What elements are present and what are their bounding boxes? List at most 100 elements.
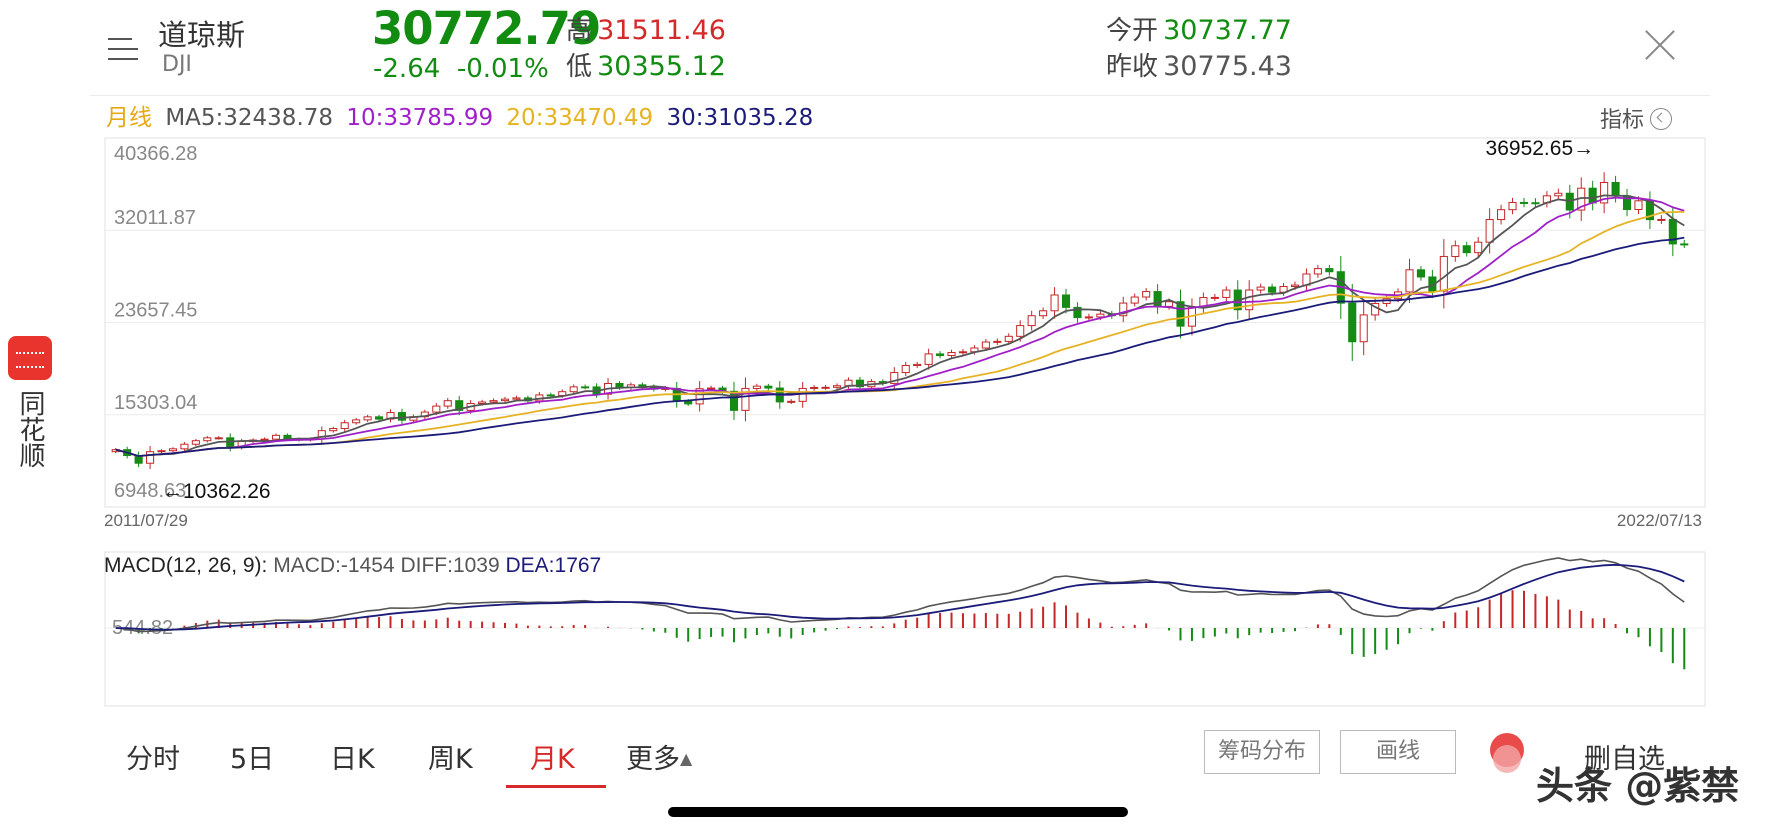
tab-5day[interactable]: 5日	[230, 744, 275, 775]
candle-up	[1451, 245, 1460, 257]
candle-down	[684, 400, 693, 405]
candle-up	[1210, 296, 1219, 299]
kline-chart[interactable]: 40366.28 32011.87 23657.45 15303.04 6948.63 2…	[0, 0, 1792, 720]
candle-up	[1634, 200, 1643, 210]
candle-up	[329, 428, 338, 432]
x-end-label: 2022/07/13	[1617, 511, 1702, 530]
candle-down	[546, 394, 555, 397]
tab-daily-k[interactable]: 日K	[330, 744, 375, 775]
macd-legend-part: MACD:-1454	[273, 554, 400, 577]
candle-down	[729, 390, 739, 411]
candle-up	[168, 448, 178, 452]
candle-up	[924, 353, 933, 365]
candle-up	[787, 400, 796, 403]
high-label: 高	[566, 16, 593, 46]
low-value: 30355.12	[597, 51, 726, 82]
indicator-button[interactable]: 指标	[1600, 102, 1673, 134]
open-value: 30737.77	[1163, 15, 1292, 46]
candle-up	[1256, 286, 1265, 291]
candle-up	[1508, 201, 1517, 211]
tab-weekly-k[interactable]: 周K	[428, 744, 473, 775]
tab-monthly-k[interactable]: 月K	[530, 744, 575, 775]
candle-up	[1165, 301, 1174, 307]
dea-line	[115, 563, 1685, 631]
ma10-line	[115, 196, 1685, 458]
candle-down	[1176, 301, 1185, 327]
candle-down	[455, 400, 464, 411]
candle-up	[1600, 181, 1609, 204]
toggle-icon[interactable]	[1490, 733, 1524, 775]
ma10-label: 10:33785.99	[346, 105, 494, 131]
candle-up	[1130, 296, 1139, 304]
candle-up	[981, 341, 990, 349]
app-logo-icon[interactable]	[8, 336, 52, 380]
candle-up	[146, 451, 155, 464]
low-label: 低	[566, 52, 593, 82]
candle-up	[432, 405, 441, 413]
tab-more[interactable]: 更多▲	[626, 737, 692, 776]
draw-line-button[interactable]: 画线	[1340, 730, 1456, 774]
candle-up	[214, 437, 223, 440]
candle-up	[1359, 314, 1368, 343]
candle-down	[1462, 245, 1471, 254]
candle-up	[958, 351, 968, 354]
open-row: 今开 30737.77	[1106, 10, 1292, 47]
candle-up	[890, 372, 899, 384]
quote-header: 道琼斯 DJI 30772.79 -2.64 -0.01% 高 31511.46…	[90, 0, 1710, 96]
candle-down	[855, 379, 864, 388]
candle-down	[1325, 268, 1334, 273]
candle-up	[443, 400, 452, 407]
prev-close-row: 昨收 30775.43	[1106, 46, 1292, 83]
candle-down	[1061, 294, 1071, 308]
candle-down	[764, 385, 773, 389]
high-row: 高 31511.46	[566, 10, 726, 47]
change-value: -2.64	[373, 54, 441, 84]
macd-legend-part: MACD(12, 26, 9):	[104, 554, 273, 577]
y-tick-label: 6948.63	[114, 480, 186, 502]
y-tick-label: 40366.28	[114, 143, 197, 165]
home-indicator	[668, 807, 1128, 817]
last-price: 30772.79	[372, 2, 601, 55]
candle-up	[1084, 316, 1093, 319]
candle-up	[832, 385, 842, 388]
candle-up	[1497, 209, 1506, 221]
candle-down	[1519, 201, 1529, 204]
change-percent: -0.01%	[456, 54, 549, 84]
ma20-label: 20:33470.49	[506, 105, 654, 131]
ma5-label: MA5:32438.78	[165, 105, 334, 131]
tab-timeshare[interactable]: 分时	[126, 744, 180, 775]
candle-up	[271, 434, 281, 440]
candle-up	[901, 365, 910, 374]
candle-up	[707, 387, 716, 390]
candle-up	[340, 422, 349, 430]
indicator-label: 指标	[1600, 108, 1645, 133]
candle-up	[1039, 310, 1048, 317]
macd-legend-part: DEA:1767	[506, 554, 602, 577]
index-name: 道琼斯	[158, 18, 246, 52]
app-name: 同花顺	[15, 390, 45, 468]
candle-up	[500, 398, 510, 402]
candle-up	[489, 400, 498, 403]
price-change: -2.64 -0.01%	[373, 54, 549, 84]
price-chart-marks: 36952.65→ ←10362.26	[111, 137, 1689, 503]
prev-close-value: 30775.43	[1163, 51, 1292, 82]
period-label: 月线	[106, 105, 152, 131]
candle-up	[1050, 294, 1059, 312]
remove-favorite-button[interactable]: 删自选	[1584, 744, 1665, 775]
candle-up	[478, 401, 487, 404]
tab-more-label: 更多	[626, 744, 680, 775]
candle-up	[1405, 269, 1414, 293]
candle-down	[1268, 286, 1277, 293]
menu-icon[interactable]	[108, 36, 142, 62]
open-label: 今开	[1106, 16, 1159, 46]
active-tab-underline	[506, 785, 606, 788]
ma5-line	[115, 194, 1685, 458]
chips-distribution-button[interactable]: 筹码分布	[1204, 730, 1320, 774]
candle-up	[1313, 268, 1322, 275]
candle-up	[1222, 289, 1231, 298]
ma30-line	[115, 236, 1685, 458]
candle-down	[1680, 243, 1689, 246]
candle-up	[203, 437, 212, 442]
candle-up	[1027, 315, 1036, 327]
max-price-annotation: 36952.65→	[1486, 137, 1595, 160]
